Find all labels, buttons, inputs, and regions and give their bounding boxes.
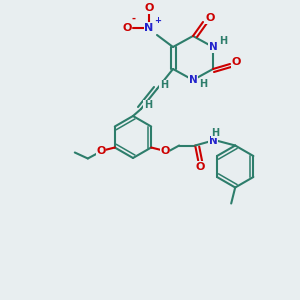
- Text: H: H: [144, 100, 152, 110]
- Text: O: O: [231, 57, 241, 67]
- Text: H: H: [211, 128, 219, 137]
- Text: O: O: [144, 3, 154, 13]
- Text: O: O: [160, 146, 170, 157]
- Text: N: N: [144, 23, 154, 33]
- Text: -: -: [131, 14, 135, 24]
- Text: O: O: [96, 146, 106, 157]
- Text: H: H: [160, 80, 168, 90]
- Text: O: O: [196, 161, 205, 172]
- Text: H: H: [199, 79, 207, 89]
- Text: N: N: [208, 42, 217, 52]
- Text: +: +: [154, 16, 161, 25]
- Text: O: O: [205, 13, 215, 23]
- Text: N: N: [209, 136, 218, 146]
- Text: H: H: [219, 36, 227, 46]
- Text: O: O: [122, 23, 132, 33]
- Text: N: N: [189, 75, 197, 85]
